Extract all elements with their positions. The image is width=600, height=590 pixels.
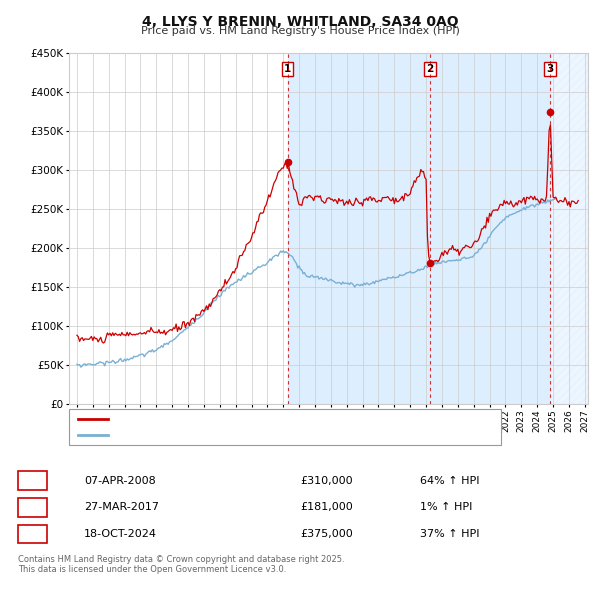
Text: 2: 2 (29, 503, 36, 512)
Bar (550, 53, 588, 404)
Text: 1% ↑ HPI: 1% ↑ HPI (420, 503, 472, 512)
Text: 1: 1 (284, 64, 291, 74)
Text: 3: 3 (546, 64, 554, 74)
Text: 64% ↑ HPI: 64% ↑ HPI (420, 476, 479, 486)
Text: £181,000: £181,000 (300, 503, 353, 512)
Text: 37% ↑ HPI: 37% ↑ HPI (420, 529, 479, 539)
Text: £310,000: £310,000 (300, 476, 353, 486)
Text: 07-APR-2008: 07-APR-2008 (84, 476, 156, 486)
Text: This data is licensed under the Open Government Licence v3.0.: This data is licensed under the Open Gov… (18, 565, 286, 574)
Text: Price paid vs. HM Land Registry's House Price Index (HPI): Price paid vs. HM Land Registry's House … (140, 26, 460, 36)
Text: Contains HM Land Registry data © Crown copyright and database right 2025.: Contains HM Land Registry data © Crown c… (18, 555, 344, 563)
Text: 18-OCT-2024: 18-OCT-2024 (84, 529, 157, 539)
Text: 27-MAR-2017: 27-MAR-2017 (84, 503, 159, 512)
Text: 4, LLYS Y BRENIN, WHITLAND, SA34 0AQ: 4, LLYS Y BRENIN, WHITLAND, SA34 0AQ (142, 15, 458, 29)
Text: 3: 3 (29, 529, 36, 539)
Bar (287, 53, 550, 404)
Text: 2: 2 (426, 64, 434, 74)
Text: 4, LLYS Y BRENIN, WHITLAND, SA34 0AQ (detached house): 4, LLYS Y BRENIN, WHITLAND, SA34 0AQ (de… (112, 415, 417, 424)
Text: 1: 1 (29, 476, 36, 486)
Text: HPI: Average price, detached house, Carmarthenshire: HPI: Average price, detached house, Carm… (112, 430, 394, 440)
Text: £375,000: £375,000 (300, 529, 353, 539)
